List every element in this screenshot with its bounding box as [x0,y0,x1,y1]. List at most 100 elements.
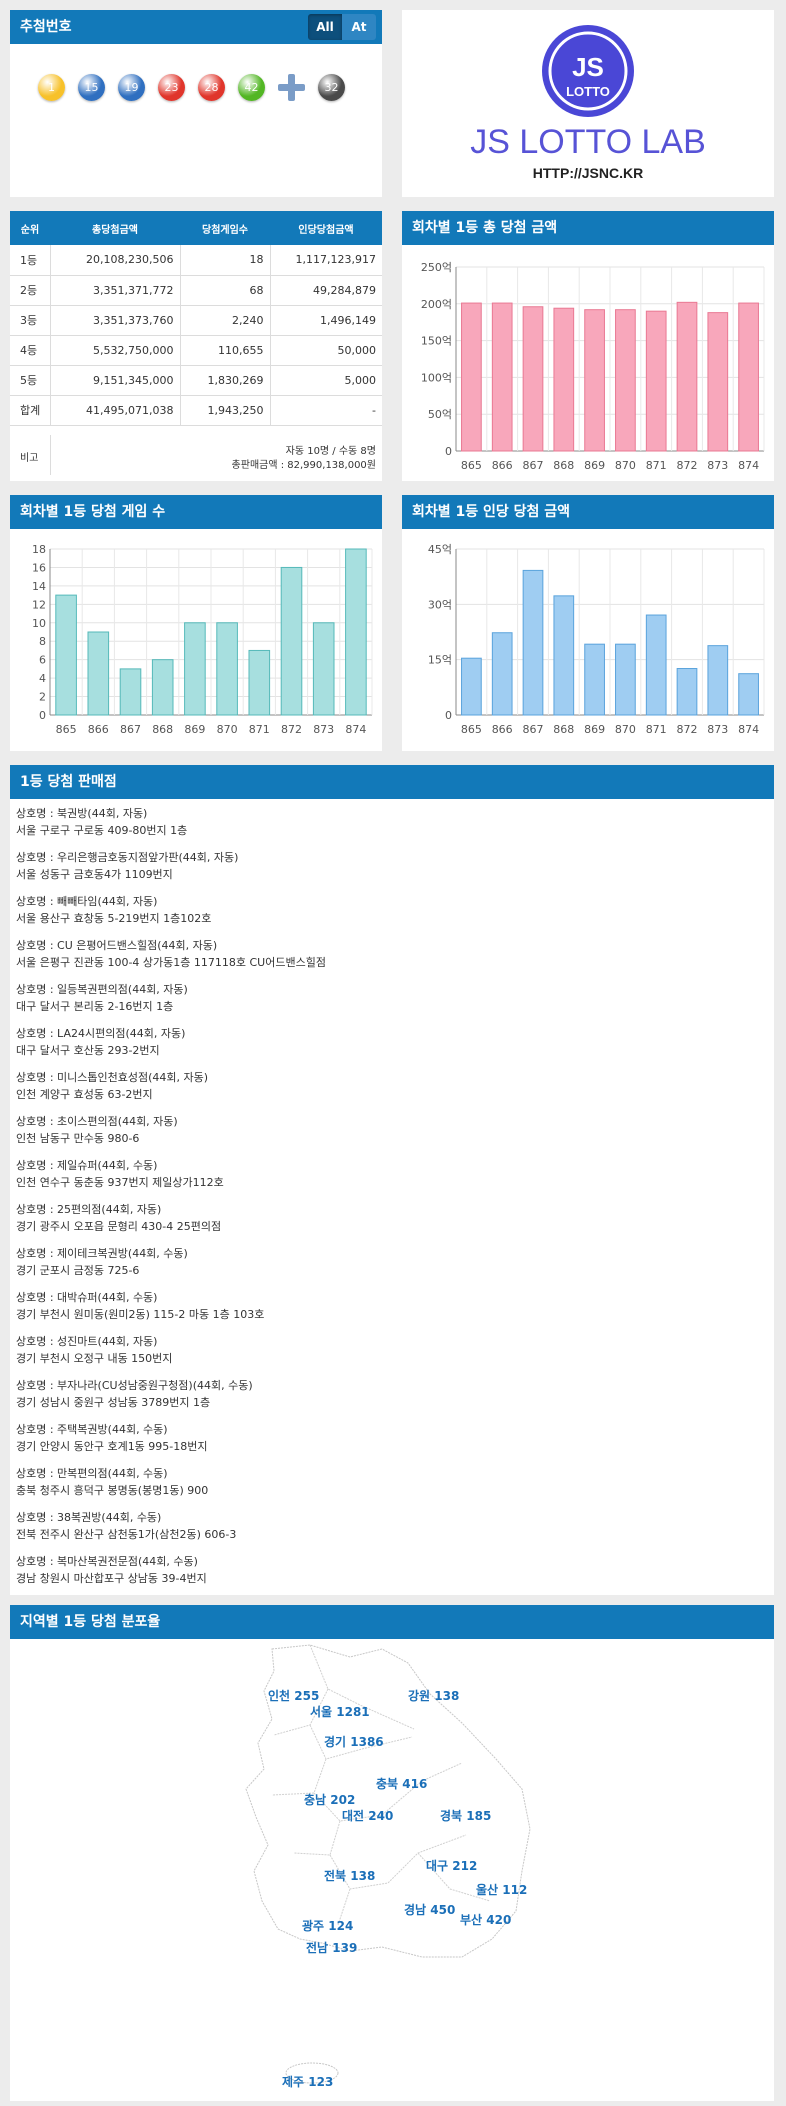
number-ball: 1 [38,74,65,101]
y-tick-label: 14 [32,580,46,593]
bar[interactable] [584,309,605,452]
store-address: 대구 달서구 본리동 2-16번지 1층 [16,1000,174,1013]
bar[interactable] [676,301,698,452]
store-address: 인천 연수구 동춘동 937번지 제일상가112호 [16,1176,224,1189]
store-name: 상호명 : 제이테크복권방(44회, 수동) [16,1247,188,1260]
store-item: 상호명 : 복마산복권전문점(44회, 수동) 경남 창원시 마산합포구 상남동 … [16,1553,326,1597]
prize-table: 순위 총당첨금액 당첨게임수 인당당첨금액 1등 20,108,230,506 … [10,211,382,426]
x-tick-label: 867 [120,723,141,736]
region-daejeon: 대전 240 [342,1809,394,1823]
region-chungbuk: 충북 416 [376,1777,428,1791]
store-item: 상호명 : 제이테크복권방(44회, 수동) 경기 군포시 금정동 725-6 [16,1245,326,1289]
bar[interactable] [280,566,303,716]
bar[interactable] [707,645,729,716]
store-name: 상호명 : 만복편의점(44회, 수동) [16,1467,168,1480]
store-name: 상호명 : 우리은행금호동지점앞가판(44회, 자동) [16,851,239,864]
bar[interactable] [87,631,110,716]
cell-games: 68 [179,275,270,306]
x-tick-label: 874 [738,459,759,472]
x-tick-label: 867 [523,723,544,736]
cell-rank: 5등 [10,365,50,396]
cell-rank: 합계 [10,395,50,426]
store-name: 상호명 : 초이스편의점(44회, 자동) [16,1115,178,1128]
draw-result-header: 추첨번호 All At [10,10,382,44]
bar[interactable] [491,632,513,716]
plus-icon [278,74,305,101]
col-games: 당첨게임수 [180,211,270,245]
store-address: 경기 부천시 원미동(원미2동) 115-2 마동 1층 103호 [16,1308,265,1321]
cell-rank: 2등 [10,275,50,306]
bar[interactable] [707,312,729,452]
number-ball: 19 [118,74,145,101]
x-tick-label: 866 [492,459,513,472]
logo-text: JS LOTTO LAB [470,123,706,161]
store-address: 경기 부천시 오정구 내동 150번지 [16,1352,173,1365]
bar[interactable] [553,595,575,716]
number-ball: 23 [158,74,185,101]
x-tick-label: 871 [249,723,270,736]
store-item: 상호명 : 만복편의점(44회, 수동) 충북 청주시 흥덕구 봉명동(봉명1동)… [16,1465,326,1509]
bar[interactable] [55,594,77,716]
bar[interactable] [738,302,759,452]
store-address: 인천 남동구 만수동 980-6 [16,1132,140,1145]
y-tick-label: 8 [39,635,46,648]
cell-per: 1,496,149 [269,305,382,336]
total-amount-chart-title: 회차별 1등 총 당첨 금액 [402,211,774,245]
region-gwangju: 광주 124 [302,1919,354,1933]
mode-at-button[interactable]: At [342,14,376,40]
cell-games: 1,943,250 [179,395,270,426]
bar[interactable] [645,614,667,716]
bar[interactable] [461,657,482,716]
bar[interactable] [184,622,206,716]
bar[interactable] [461,302,482,452]
x-tick-label: 870 [615,723,636,736]
bar[interactable] [738,673,759,716]
logo-url: HTTP://JSNC.KR [533,165,643,181]
store-item: 상호명 : LA24시편의점(44회, 자동) 대구 달서구 호산동 293-2번… [16,1025,326,1069]
store-item: 상호명 : 빼빼타임(44회, 자동) 서울 용산구 효창동 5-219번지 1층… [16,893,326,937]
games-chart-title: 회차별 1등 당첨 게임 수 [10,495,382,529]
store-name: 상호명 : 북권방(44회, 자동) [16,807,148,820]
x-tick-label: 874 [345,723,366,736]
bar[interactable] [615,309,636,452]
bar[interactable] [151,659,174,716]
y-tick-label: 12 [32,598,46,611]
store-item: 상호명 : CU 은평어드밴스힐점(44회, 자동) 서울 은평구 진관동 100… [16,937,326,981]
bar[interactable] [248,649,271,716]
bar[interactable] [522,306,544,452]
total-amount-chart-panel: 회차별 1등 총 당첨 금액 0 50억 100억 150억 200억 250억 865 86… [402,211,774,481]
bar[interactable] [312,622,335,716]
bar[interactable] [491,302,513,452]
x-tick-label: 873 [313,723,334,736]
bar[interactable] [119,668,142,716]
draw-result-title: 추첨번호 [20,19,72,35]
bar[interactable] [615,643,636,716]
cell-total: 5,532,750,000 [49,335,180,366]
bar[interactable] [522,569,544,716]
bar[interactable] [345,548,367,716]
bar[interactable] [676,668,698,716]
cell-per: 49,284,879 [269,275,382,306]
store-item: 상호명 : 미니스톱인천효성점(44회, 자동) 인천 계양구 효성동 63-2번… [16,1069,326,1113]
store-name: 상호명 : 주택복권방(44회, 수동) [16,1423,168,1436]
store-name: 상호명 : 빼빼타임(44회, 자동) [16,895,158,908]
store-address: 서울 성동구 금호동4가 1109번지 [16,868,173,881]
mode-all-button[interactable]: All [308,14,342,40]
y-tick-label: 6 [39,654,46,667]
note-row: 비고 자동 10명 / 수동 8명 총판매금액 : 82,990,138,000… [10,435,382,475]
store-address: 전북 전주시 완산구 삼천동1가(삼천2동) 606-3 [16,1528,237,1541]
bar[interactable] [645,310,667,452]
store-address: 대구 달서구 호산동 293-2번지 [16,1044,160,1057]
cell-games: 18 [179,245,270,276]
x-tick-label: 866 [492,723,513,736]
x-tick-label: 873 [707,459,728,472]
bar[interactable] [216,622,238,716]
bar[interactable] [584,643,605,716]
region-daegu: 대구 212 [426,1859,478,1873]
cell-per: - [269,395,382,426]
region-jeju: 제주 123 [282,2075,334,2089]
region-gyeongbuk: 경북 185 [440,1809,492,1823]
bar[interactable] [553,307,575,452]
store-item: 상호명 : 우리은행금호동지점앞가판(44회, 자동) 서울 성동구 금호동4가 … [16,849,326,893]
x-tick-label: 874 [738,723,759,736]
